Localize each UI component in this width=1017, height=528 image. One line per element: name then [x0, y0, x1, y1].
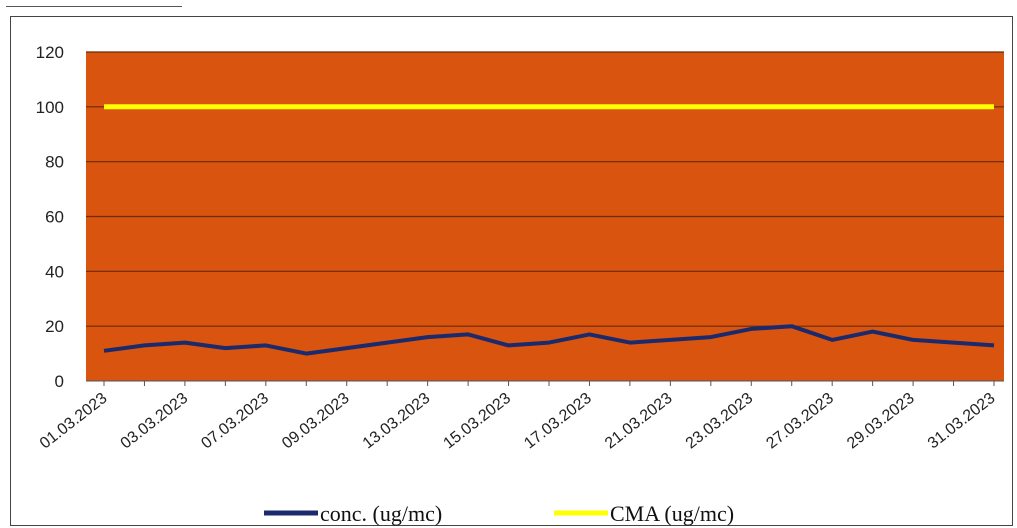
y-tick-label: 60: [45, 208, 64, 227]
legend-label-cma: CMA (ug/mc): [610, 501, 734, 526]
x-axis: 01.03.2023 03.03.2023 07.03.2023 09.03.2023…: [37, 380, 1004, 453]
y-tick-label: 0: [55, 372, 64, 391]
x-tick-label: 09.03.2023: [279, 390, 353, 453]
x-tick-label: 13.03.2023: [360, 390, 434, 453]
legend: conc. (ug/mc) CMA (ug/mc): [264, 501, 734, 526]
x-tick-label: 07.03.2023: [198, 390, 272, 453]
x-tick-label: 31.03.2023: [925, 390, 999, 453]
legend-label-conc: conc. (ug/mc): [320, 501, 442, 526]
series-line-conc: [103, 324, 995, 356]
x-tick-label: 27.03.2023: [763, 390, 837, 453]
x-tick-label: 03.03.2023: [118, 390, 192, 453]
x-tick-label: 21.03.2023: [602, 390, 676, 453]
series-lines: [103, 104, 995, 356]
y-axis-ticks: 0 20 40 60 80 100 120: [36, 43, 64, 391]
y-tick-label: 80: [45, 153, 64, 172]
x-tick-label: 15.03.2023: [441, 390, 515, 453]
y-tick-label: 120: [36, 43, 64, 62]
y-tick-label: 100: [36, 98, 64, 117]
x-tick-label: 01.03.2023: [37, 390, 111, 453]
x-tick-label: 17.03.2023: [521, 390, 595, 453]
y-tick-label: 40: [45, 262, 64, 281]
x-tick-label: 29.03.2023: [844, 390, 918, 453]
top-cut-line: [6, 0, 182, 7]
y-tick-label: 20: [45, 317, 64, 336]
x-tick-label: 23.03.2023: [683, 390, 757, 453]
